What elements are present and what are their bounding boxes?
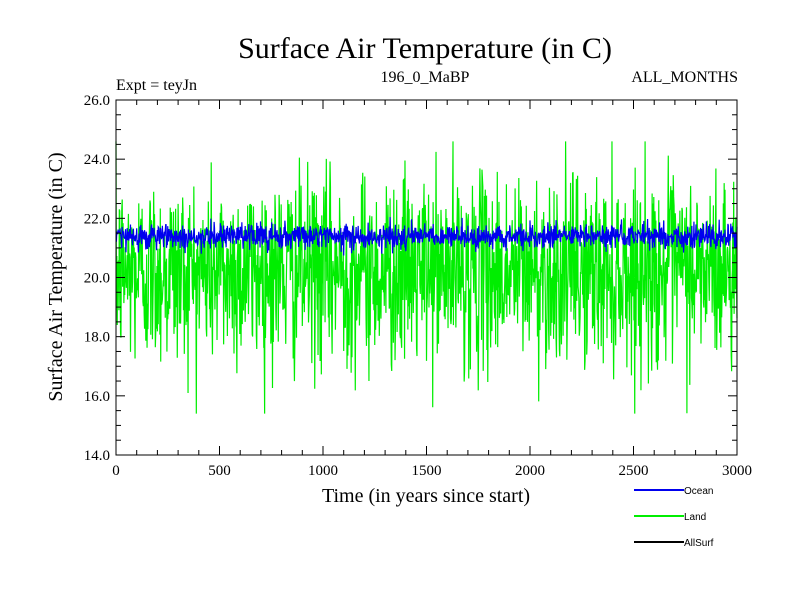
x-tick-label: 2000 bbox=[515, 463, 545, 479]
series-land-line bbox=[115, 141, 738, 414]
legend-label-ocean: Ocean bbox=[684, 486, 713, 497]
x-tick-label: 2500 bbox=[619, 463, 649, 479]
x-tick-label: 500 bbox=[208, 463, 231, 479]
y-tick-label: 24.0 bbox=[84, 152, 110, 168]
plot-area: 0 500 1000 1500 2000 2500 3000 14.0 16.0 18.0 20.… bbox=[84, 93, 752, 479]
legend-label-land: Land bbox=[684, 512, 706, 523]
y-tick-label: 16.0 bbox=[84, 389, 110, 405]
y-tick-label: 26.0 bbox=[84, 93, 110, 109]
x-tick-label: 0 bbox=[112, 463, 120, 479]
legend-label-allsurf: AllSurf bbox=[684, 538, 714, 549]
y-axis-label: Surface Air Temperature (in C) bbox=[45, 152, 67, 401]
y-tick-label: 14.0 bbox=[84, 448, 110, 464]
months-label: ALL_MONTHS bbox=[631, 69, 738, 86]
experiment-label: Expt = teyJn bbox=[116, 77, 197, 94]
y-tick-label: 22.0 bbox=[84, 211, 110, 227]
series-ocean-line bbox=[115, 217, 738, 256]
y-tick-label: 20.0 bbox=[84, 271, 110, 287]
x-axis-label: Time (in years since start) bbox=[322, 485, 530, 507]
series-layer bbox=[115, 141, 738, 414]
x-tick-label: 1000 bbox=[308, 463, 338, 479]
legend: Ocean Land AllSurf bbox=[634, 486, 714, 549]
x-axis-ticks: 0 500 1000 1500 2000 2500 3000 bbox=[112, 100, 752, 479]
y-axis-ticks: 14.0 16.0 18.0 20.0 22.0 24.0 26.0 bbox=[84, 93, 737, 464]
chart-title: Surface Air Temperature (in C) bbox=[238, 32, 612, 65]
y-tick-label: 18.0 bbox=[84, 330, 110, 346]
x-tick-label: 1500 bbox=[412, 463, 442, 479]
period-label: 196_0_MaBP bbox=[381, 69, 470, 86]
x-tick-label: 3000 bbox=[722, 463, 752, 479]
